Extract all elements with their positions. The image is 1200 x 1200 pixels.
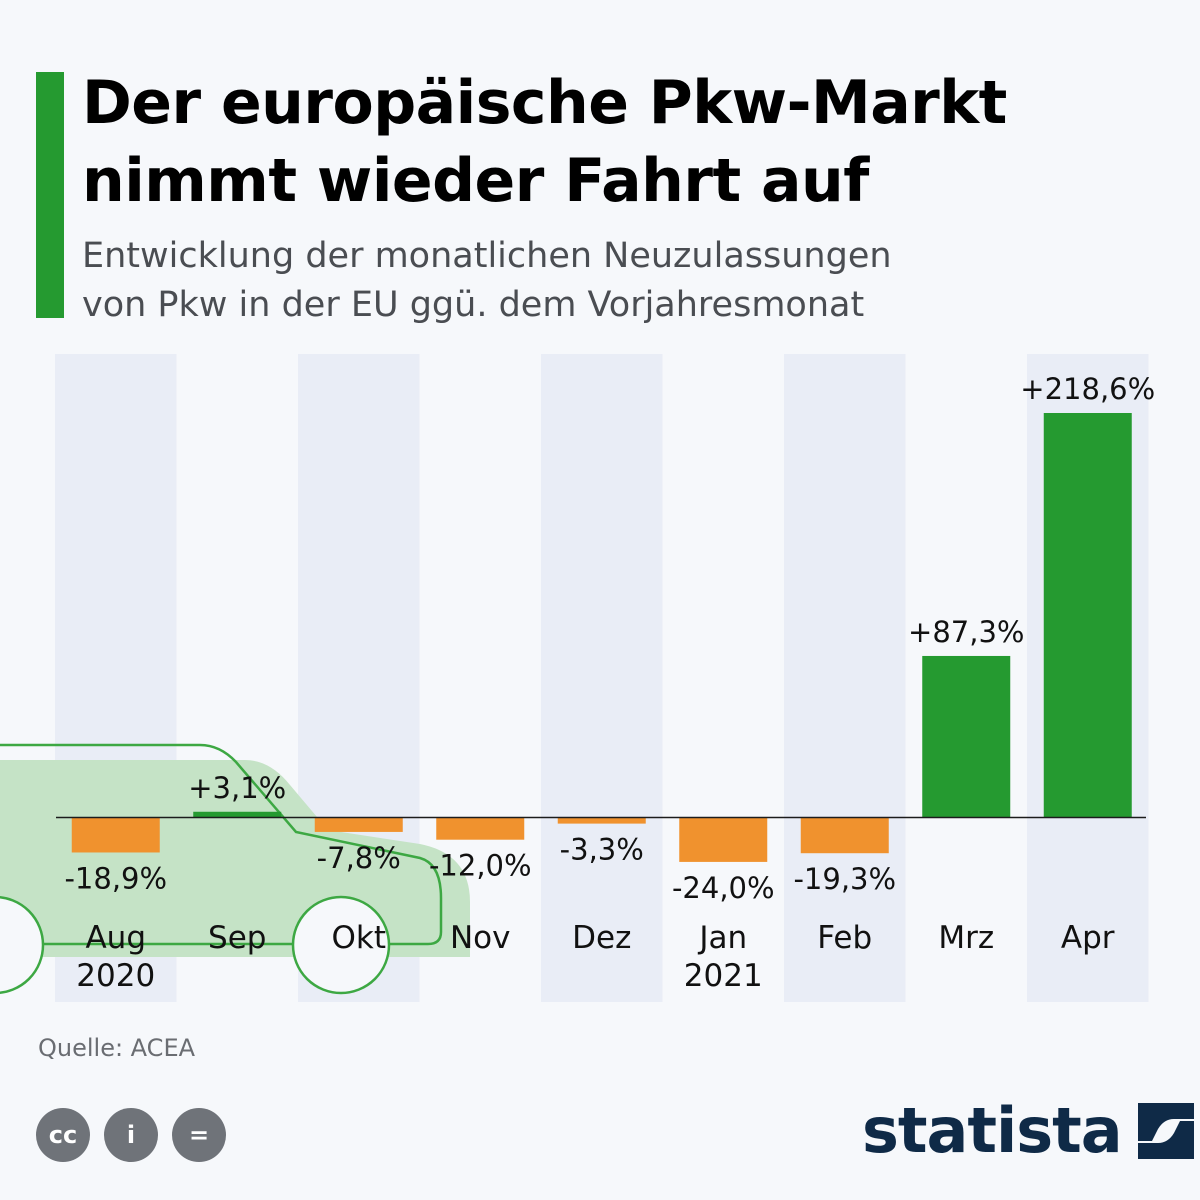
column-band: [541, 354, 663, 1002]
value-labels: -18,9% +3,1% -7,8% -12,0% -3,3% -24,0% -19,3% +…: [64, 372, 1155, 905]
bar-dez[interactable]: [557, 817, 646, 824]
cc-icon[interactable]: cc: [36, 1108, 90, 1162]
bar-chart: -18,9% +3,1% -7,8% -12,0% -3,3% -24,0% -19,3% +…: [0, 354, 1155, 1002]
bar-mrz[interactable]: [922, 655, 1011, 818]
value-label: -3,3%: [560, 833, 644, 867]
value-label: +3,1%: [188, 771, 286, 805]
subtitle-line-2: von Pkw in der EU ggü. dem Vorjahresmona…: [82, 285, 865, 325]
category-label: Feb: [817, 920, 872, 956]
category-year-label: 2021: [684, 958, 763, 994]
category-label: Mrz: [938, 920, 994, 956]
category-label: Apr: [1061, 920, 1115, 956]
category-label: Sep: [208, 920, 266, 956]
rear-wheel-icon: [291, 895, 391, 995]
bar-sep[interactable]: [193, 811, 282, 818]
category-label: Okt: [331, 920, 386, 956]
category-label: Dez: [572, 920, 631, 956]
car-illustration: [0, 743, 470, 995]
no-derivatives-icon[interactable]: =: [172, 1108, 226, 1162]
attribution-icon[interactable]: i: [104, 1108, 158, 1162]
bars: [71, 413, 1132, 862]
subtitle-line-1: Entwicklung der monatlichen Neuzulassung…: [82, 236, 892, 276]
bar-nov[interactable]: [436, 817, 525, 840]
car-outline-icon: [0, 743, 443, 946]
bar-feb[interactable]: [800, 817, 889, 854]
statista-logo-icon: [1137, 1102, 1194, 1159]
category-label: Nov: [450, 920, 511, 956]
value-label: +87,3%: [908, 615, 1024, 649]
title-line-2: nimmt wieder Fahrt auf: [82, 146, 869, 216]
value-label: -24,0%: [672, 871, 775, 905]
category-label: Aug: [85, 920, 146, 956]
source-note: Quelle: ACEA: [38, 1034, 196, 1062]
value-label: -12,0%: [429, 849, 532, 883]
category-label: Jan: [697, 920, 747, 956]
title-accent-bar: [36, 72, 64, 318]
value-label: -18,9%: [64, 861, 167, 895]
bar-aug[interactable]: [71, 817, 160, 853]
statista-logo[interactable]: statista: [862, 1094, 1200, 1167]
value-label: -7,8%: [317, 841, 401, 875]
license-icons: cc i =: [36, 1108, 226, 1162]
value-label: -19,3%: [793, 862, 896, 896]
bar-okt[interactable]: [314, 817, 403, 832]
title-line-1: Der europäische Pkw-Markt: [82, 68, 1007, 138]
value-label: +218,6%: [1020, 372, 1155, 406]
front-wheel-icon: [0, 896, 45, 994]
category-year-label: 2020: [76, 958, 155, 994]
column-band: [784, 354, 906, 1002]
bar-apr[interactable]: [1043, 413, 1132, 818]
brand-name: statista: [862, 1094, 1123, 1167]
bar-jan[interactable]: [679, 817, 768, 862]
chart-subtitle: Entwicklung der monatlichen Neuzulassung…: [82, 232, 1082, 330]
chart-title: Der europäische Pkw-Markt nimmt wieder F…: [82, 64, 1162, 220]
